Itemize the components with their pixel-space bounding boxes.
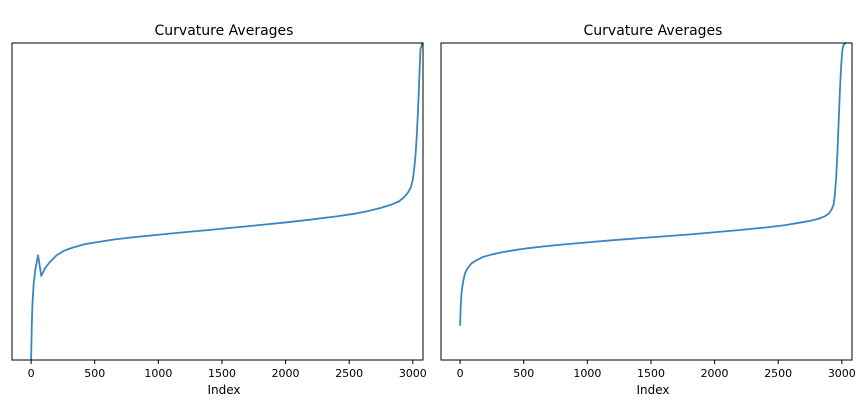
right-x-tick-label: 1500 [637,367,665,380]
left-x-tick-label: 1000 [144,367,172,380]
left-chart-title: Curvature Averages [155,23,294,39]
left-axes-frame [11,42,424,361]
right-x-tick-label: 0 [457,367,464,380]
left-x-tick-label: 0 [28,367,35,380]
left-x-axis-label: Index [207,383,240,397]
left-subplot: Curvature Averages 0 500 1000 1500 2000 2500 3… [11,23,427,397]
right-chart-title: Curvature Averages [584,23,723,39]
right-x-tick-label: 500 [513,367,534,380]
right-x-axis-label: Index [636,383,669,397]
left-x-tick-label: 1500 [208,367,236,380]
left-x-tick-label: 3000 [399,367,427,380]
right-x-tick-label: 3000 [828,367,856,380]
right-x-tick-label: 2000 [701,367,729,380]
left-x-tick-label: 2500 [335,367,363,380]
left-series-line-0 [30,42,424,361]
right-series-line-0 [459,42,847,327]
right-x-tick-label: 1000 [573,367,601,380]
left-x-tick-label: 500 [84,367,105,380]
right-x-tick-label: 2500 [764,367,792,380]
right-axes-frame [440,42,853,361]
right-subplot: Curvature Averages 0 500 1000 1500 2000 2500 3… [440,23,856,397]
left-x-tick-label: 2000 [272,367,300,380]
